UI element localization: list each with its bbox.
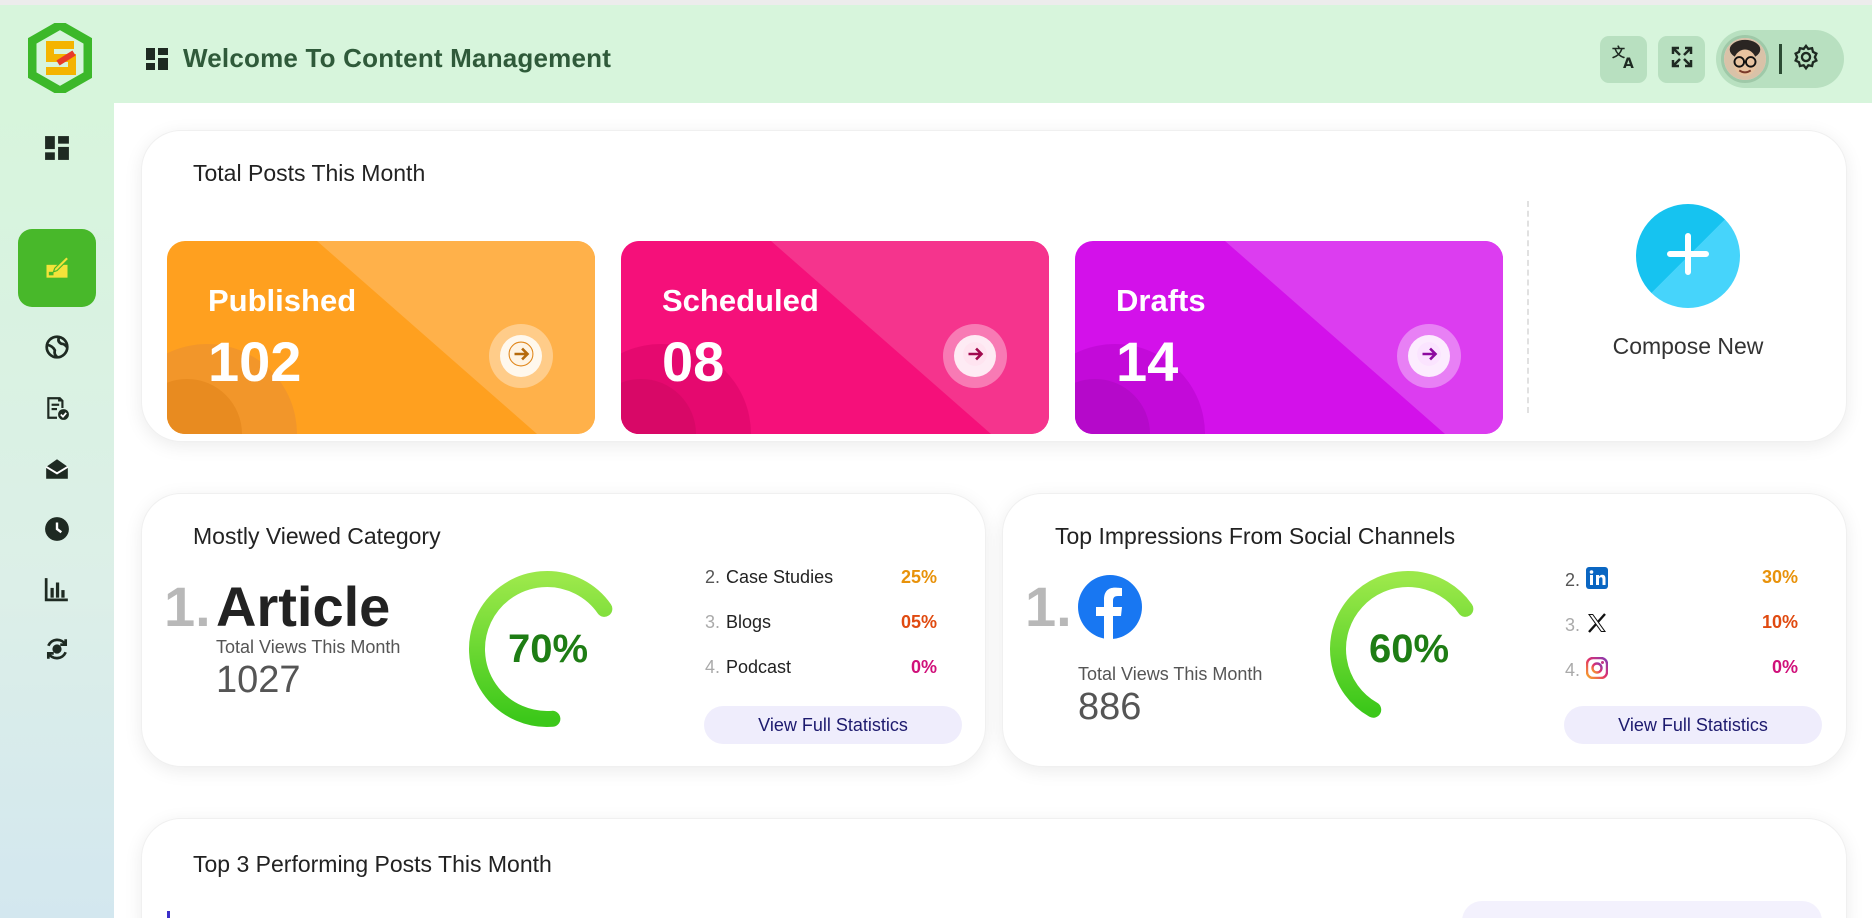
- published-card[interactable]: Published 102: [167, 241, 595, 434]
- category-percent: 05%: [900, 612, 937, 632]
- published-count: 102: [208, 330, 302, 393]
- views-count: 886: [1078, 686, 1142, 728]
- top-rank: 1.: [164, 575, 211, 638]
- drafts-card[interactable]: Drafts 14: [1075, 241, 1503, 434]
- post-row-highlight: [1462, 901, 1822, 918]
- linkedin-icon: [1586, 567, 1609, 594]
- published-label: Published: [208, 283, 357, 318]
- drafts-arrow-button[interactable]: [1397, 324, 1461, 388]
- top-posts-card: Top 3 Performing Posts This Month: [141, 818, 1847, 918]
- page-title: Welcome To Content Management: [183, 43, 612, 73]
- list-marker: [167, 911, 170, 918]
- mostly-viewed-category-card: Mostly Viewed Category 1. Article Total …: [141, 493, 986, 767]
- plus-icon: [1666, 232, 1710, 281]
- social-percent: 0%: [1771, 657, 1798, 677]
- scheduled-count: 08: [662, 330, 725, 393]
- avatar[interactable]: [1721, 35, 1769, 83]
- compose-icon: [43, 252, 71, 285]
- category-name: Podcast: [726, 657, 792, 677]
- social-channels-card: Top Impressions From Social Channels 1. …: [1002, 493, 1847, 767]
- scheduled-label: Scheduled: [662, 283, 819, 318]
- list-item[interactable]: 3.: [1565, 612, 1608, 639]
- total-posts-card: Total Posts This Month Published 102 Sch…: [141, 130, 1847, 442]
- section-title: Total Posts This Month: [193, 160, 426, 186]
- scheduled-arrow-button[interactable]: [943, 324, 1007, 388]
- published-arrow-button[interactable]: [489, 324, 553, 388]
- category-percent: 25%: [900, 567, 937, 587]
- top-rank: 1.: [1025, 575, 1072, 638]
- sidebar: [0, 103, 114, 918]
- x-icon: [1586, 612, 1608, 639]
- category-percent: 70%: [507, 627, 589, 671]
- sidebar-item-analytics[interactable]: [18, 552, 96, 630]
- drafts-label: Drafts: [1116, 283, 1206, 318]
- social-percent: 30%: [1761, 567, 1798, 587]
- section-title: Top 3 Performing Posts This Month: [193, 851, 552, 877]
- settings-icon[interactable]: [1792, 43, 1820, 76]
- scheduled-card[interactable]: Scheduled 08: [621, 241, 1049, 434]
- report-check-icon: [44, 395, 70, 426]
- fullscreen-button[interactable]: [1658, 35, 1705, 83]
- views-label: Total Views This Month: [216, 637, 401, 657]
- views-label: Total Views This Month: [1078, 664, 1263, 684]
- app-logo[interactable]: [27, 19, 93, 97]
- globe-icon: [44, 334, 70, 365]
- sidebar-item-globe[interactable]: [18, 310, 96, 388]
- sidebar-item-dashboard[interactable]: [18, 111, 96, 189]
- profile-menu[interactable]: [1716, 30, 1844, 88]
- sidebar-item-mail[interactable]: [18, 432, 96, 510]
- sidebar-item-compose[interactable]: [18, 229, 96, 307]
- arrow-right-icon: [962, 341, 988, 372]
- clock-icon: [44, 516, 70, 547]
- view-full-statistics-button[interactable]: View Full Statistics: [1564, 706, 1822, 744]
- fullscreen-icon: [1670, 45, 1694, 74]
- view-full-statistics-button[interactable]: View Full Statistics: [704, 706, 962, 744]
- compose-new-label: Compose New: [1612, 333, 1764, 359]
- compose-new-button[interactable]: [1636, 204, 1740, 308]
- social-percent: 10%: [1761, 612, 1798, 632]
- sidebar-item-schedule[interactable]: [18, 492, 96, 570]
- instagram-icon: [1585, 656, 1609, 684]
- arrow-right-icon: [1416, 341, 1442, 372]
- divider: [1527, 201, 1529, 413]
- list-item[interactable]: 4. Podcast: [705, 657, 792, 677]
- bar-chart-icon: [44, 576, 70, 607]
- views-count: 1027: [216, 659, 301, 701]
- sync-settings-icon: [44, 636, 70, 667]
- dashboard-icon: [145, 47, 169, 71]
- social-gauge: [1330, 571, 1474, 718]
- dashboard-icon: [44, 135, 70, 166]
- list-item[interactable]: 2. Case Studies: [705, 567, 834, 587]
- svg-text:A: A: [1623, 56, 1634, 70]
- section-title: Mostly Viewed Category: [193, 523, 441, 549]
- divider: [1779, 44, 1782, 74]
- category-name: Case Studies: [726, 567, 834, 587]
- drafts-count: 14: [1116, 330, 1179, 393]
- arrow-right-icon: [508, 341, 534, 372]
- facebook-icon: [1077, 574, 1143, 645]
- svg-text:文: 文: [1612, 45, 1626, 61]
- section-title: Top Impressions From Social Channels: [1055, 523, 1456, 549]
- mail-open-icon: [44, 456, 70, 487]
- social-percent: 60%: [1368, 627, 1450, 671]
- category-gauge: [469, 571, 613, 727]
- list-item[interactable]: 4.: [1565, 656, 1609, 684]
- category-name: Blogs: [726, 612, 772, 632]
- category-percent: 0%: [910, 657, 937, 677]
- sidebar-item-sync-settings[interactable]: [18, 612, 96, 690]
- top-category-name: Article: [216, 575, 391, 638]
- list-item[interactable]: 3. Blogs: [705, 612, 772, 632]
- list-item[interactable]: 2.: [1565, 567, 1609, 594]
- sidebar-item-reports[interactable]: [18, 371, 96, 449]
- main-content: Total Posts This Month Published 102 Sch…: [114, 103, 1872, 918]
